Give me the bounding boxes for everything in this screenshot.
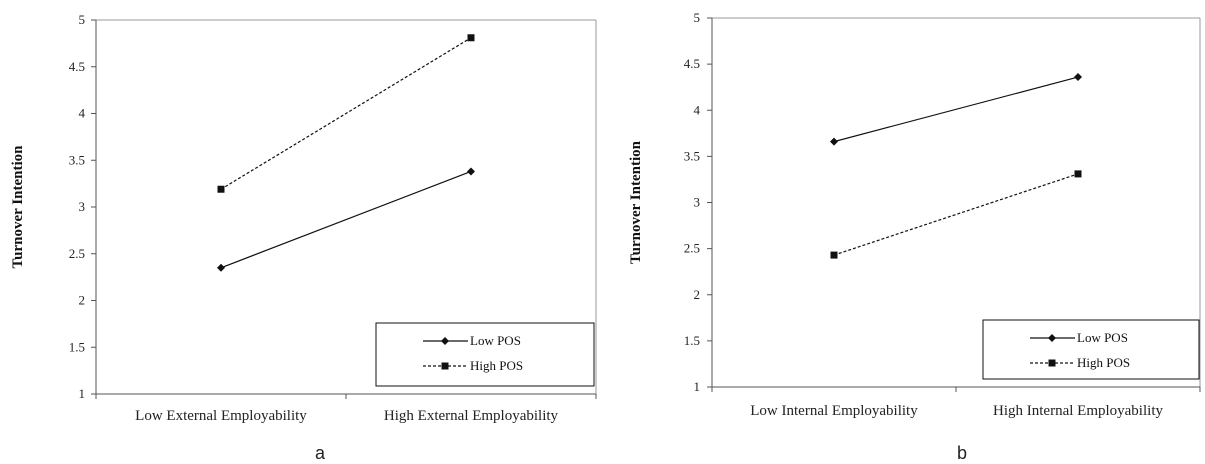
series-line-low-pos bbox=[833, 76, 1079, 143]
legend-marker-square bbox=[1048, 359, 1056, 367]
y-tick-label: 3.5 bbox=[69, 152, 85, 167]
legend: Low POS High POS bbox=[375, 322, 595, 387]
data-point-low-pos bbox=[467, 167, 475, 176]
legend-label: High POS bbox=[470, 358, 523, 373]
data-point-high-pos bbox=[1074, 170, 1082, 178]
y-tick-label: 3 bbox=[694, 195, 701, 210]
y-tick-label: 1 bbox=[79, 386, 86, 401]
y-tick-label: 1.5 bbox=[684, 333, 700, 348]
y-tick-label: 2 bbox=[79, 293, 86, 308]
y-tick-label: 1.5 bbox=[69, 339, 85, 354]
legend: Low POS High POS bbox=[982, 319, 1200, 380]
legend-box bbox=[982, 319, 1200, 380]
y-tick-label: 2.5 bbox=[684, 241, 700, 256]
panel-label: a bbox=[315, 443, 326, 463]
series-line-high-pos bbox=[220, 37, 472, 190]
y-axis-title: Turnover Intention bbox=[10, 145, 26, 269]
legend-label: Low POS bbox=[1077, 330, 1128, 345]
data-point-low-pos bbox=[217, 263, 225, 272]
legend-marker-diamond bbox=[441, 337, 449, 345]
x-category-label: Low External Employability bbox=[135, 408, 307, 424]
data-point-high-pos bbox=[830, 251, 838, 259]
y-tick-label: 4.5 bbox=[684, 56, 700, 71]
x-category-label: Low Internal Employability bbox=[750, 403, 918, 419]
x-category-label: High External Employability bbox=[384, 408, 559, 424]
y-tick-label: 5 bbox=[694, 10, 701, 25]
legend-box bbox=[375, 322, 595, 387]
legend-marker-diamond bbox=[1048, 334, 1056, 342]
legend-label: Low POS bbox=[470, 333, 521, 348]
y-tick-label: 5 bbox=[79, 12, 86, 27]
y-tick-label: 2.5 bbox=[69, 246, 85, 261]
series-line-low-pos bbox=[220, 170, 472, 269]
legend-marker-square bbox=[441, 362, 449, 370]
y-tick-label: 3.5 bbox=[684, 148, 700, 163]
legend-label: High POS bbox=[1077, 355, 1130, 370]
y-tick-label: 1 bbox=[694, 379, 701, 394]
y-tick-label: 4 bbox=[79, 106, 86, 121]
data-point-low-pos bbox=[830, 137, 838, 146]
y-tick-label: 3 bbox=[79, 199, 86, 214]
data-point-high-pos bbox=[467, 34, 475, 42]
chart-panel-a: 1 1.5 2 2.5 3 3.5 4 4.5 5 Low External Employabil… bbox=[10, 12, 597, 463]
y-tick-label: 2 bbox=[694, 287, 701, 302]
data-point-high-pos bbox=[217, 185, 225, 193]
panel-label: b bbox=[957, 443, 967, 463]
x-category-label: High Internal Employability bbox=[993, 403, 1163, 419]
y-tick-label: 4 bbox=[694, 102, 701, 117]
series-line-high-pos bbox=[833, 173, 1079, 256]
y-axis-title: Turnover Intention bbox=[628, 140, 644, 264]
chart-panel-b: 1 1.5 2 2.5 3 3.5 4 4.5 5 Low Internal Employabil… bbox=[628, 10, 1201, 463]
y-tick-label: 4.5 bbox=[69, 59, 85, 74]
data-point-low-pos bbox=[1074, 73, 1082, 82]
